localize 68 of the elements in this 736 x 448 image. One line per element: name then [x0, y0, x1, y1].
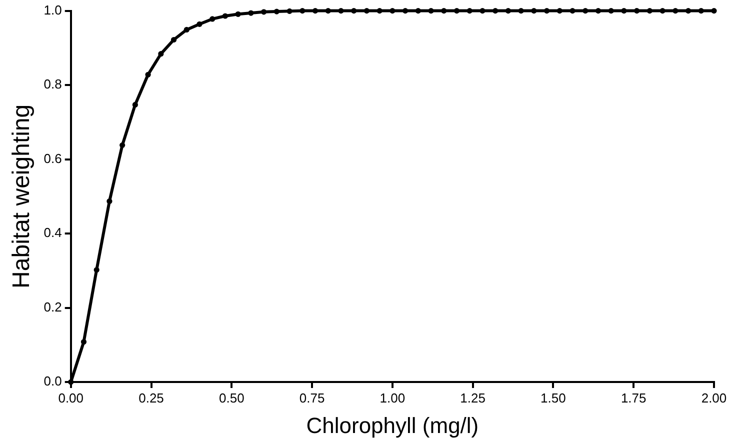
point: [158, 51, 164, 57]
y-tick-label: 0.0: [44, 374, 62, 389]
point: [248, 10, 254, 16]
point: [325, 8, 331, 14]
y-tick-label: 0.4: [44, 225, 62, 240]
point: [556, 8, 562, 14]
point: [621, 8, 627, 14]
point: [132, 102, 138, 108]
point: [402, 8, 408, 14]
x-tick-label: 1.50: [540, 390, 566, 406]
point: [184, 26, 190, 33]
point: [196, 21, 202, 27]
y-tick-label: 0.8: [44, 76, 62, 92]
point: [351, 8, 357, 14]
point: [570, 8, 576, 14]
point: [338, 8, 344, 14]
point: [660, 8, 666, 14]
point: [68, 379, 74, 385]
point: [711, 8, 717, 14]
x-tick-label: 2.00: [701, 390, 727, 406]
point: [235, 11, 241, 17]
point: [595, 8, 602, 14]
point: [261, 9, 267, 15]
point: [222, 13, 228, 19]
point: [364, 8, 370, 14]
point: [466, 8, 472, 14]
point: [634, 8, 640, 14]
point: [274, 8, 280, 14]
y-tick-label: 0.6: [44, 150, 62, 166]
y-axis-title: Habitat weighting: [8, 104, 36, 288]
point: [608, 8, 614, 14]
point: [672, 8, 678, 14]
point: [505, 8, 511, 14]
x-tick-label: 1.25: [460, 390, 486, 406]
point: [441, 8, 447, 14]
point: [518, 8, 524, 14]
point: [582, 8, 588, 14]
point: [492, 8, 498, 14]
point: [480, 8, 486, 14]
point: [286, 8, 292, 14]
y-tick-label: 1.0: [44, 2, 62, 18]
x-tick-label: 0.75: [299, 390, 325, 406]
point: [145, 72, 151, 78]
point: [120, 142, 126, 148]
x-tick-label: 1.00: [380, 390, 406, 406]
point: [544, 8, 550, 14]
point: [80, 339, 87, 345]
point: [300, 8, 306, 14]
point: [698, 8, 704, 14]
x-axis-title: Chlorophyll (mg/l): [306, 412, 479, 438]
point: [428, 8, 434, 14]
point: [94, 267, 100, 273]
point: [646, 8, 652, 14]
point: [531, 8, 537, 14]
point: [454, 8, 460, 14]
y-tick-label: 0.2: [44, 299, 62, 314]
point: [685, 8, 692, 14]
point: [170, 36, 177, 43]
point: [312, 8, 318, 14]
x-tick-label: 0.00: [58, 390, 84, 406]
point: [390, 8, 396, 14]
x-tick-label: 0.50: [219, 390, 244, 406]
point: [210, 16, 216, 22]
point: [106, 198, 112, 204]
x-tick-label: 1.75: [620, 390, 646, 406]
point: [376, 8, 382, 14]
x-tick-label: 0.25: [138, 390, 164, 406]
point: [415, 8, 421, 14]
